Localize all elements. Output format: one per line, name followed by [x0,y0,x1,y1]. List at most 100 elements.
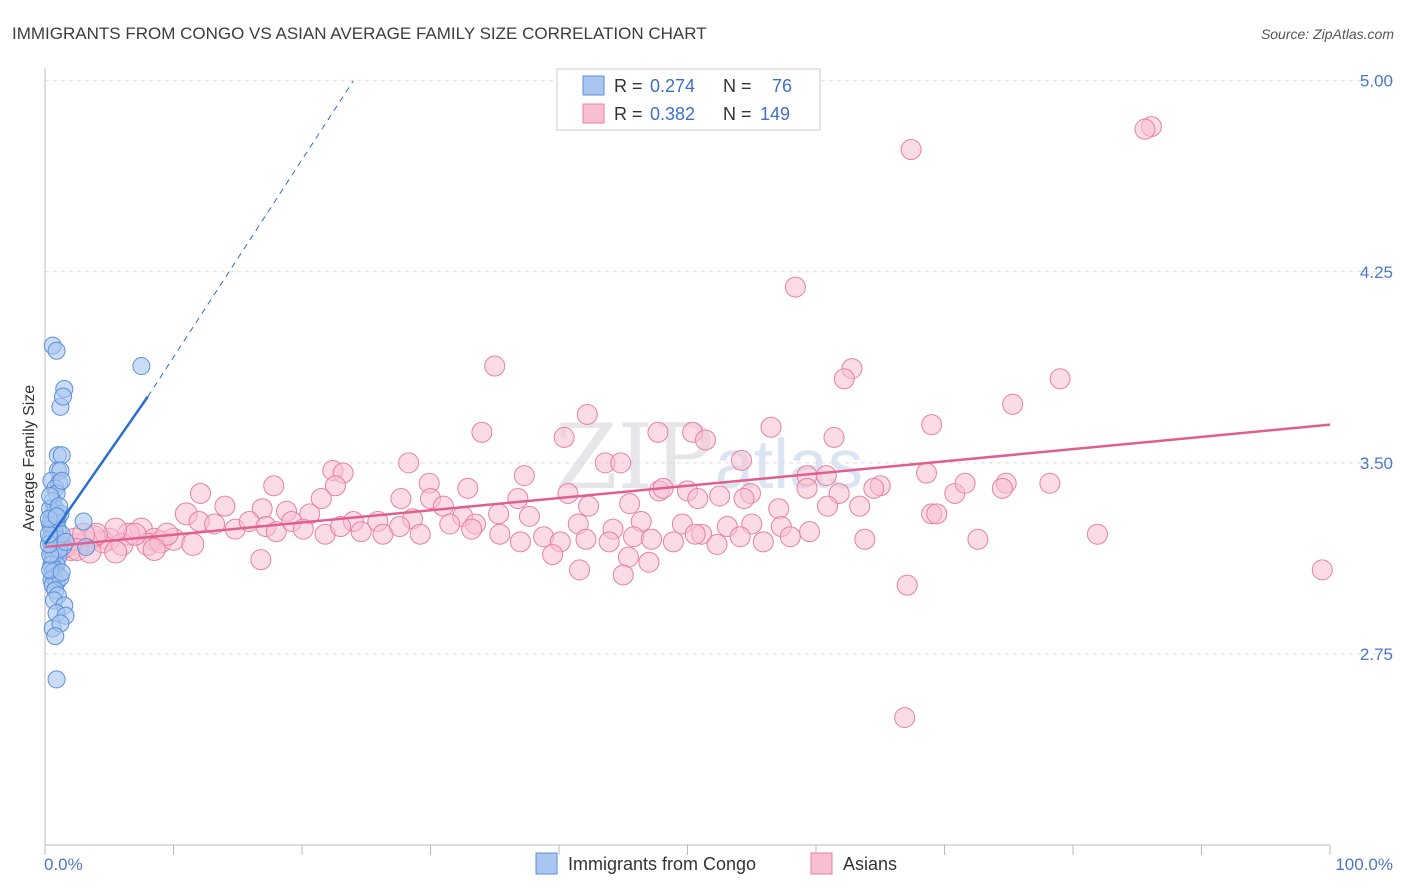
asian-point [389,516,411,538]
asian-point [1134,118,1156,140]
asian-point [896,574,918,596]
asian-point [684,523,706,545]
congo-point [132,357,151,376]
asian-point [610,452,632,474]
asian-point [849,495,871,517]
congo-trend-line [43,395,149,546]
bottom-legend-congo-label: Immigrants from Congo [568,854,756,874]
asian-point [461,518,483,540]
asian-point [617,546,639,568]
asian-point [553,426,575,448]
legend: R = 0.274 N = 76 R = 0.382 N = 149 [556,68,821,131]
asian-point [204,513,226,535]
asian-point [518,505,540,527]
asian-point [863,477,885,499]
asian-point [578,495,600,517]
asian-point [432,495,454,517]
congo-point [77,537,96,556]
asian-point [694,429,716,451]
asian-point [390,488,412,510]
asian-point [484,355,506,377]
asian-point [250,549,272,571]
asian-point [760,416,782,438]
congo-point [47,507,66,526]
asian-point [104,540,128,564]
bottom-legend: Immigrants from Congo Asians [535,852,897,875]
trend-lines [43,80,1331,549]
asian-point [330,516,352,538]
legend-congo-r-label: R = [614,76,643,96]
asian-point [641,528,663,550]
congo-points [39,336,151,689]
chart-title: IMMIGRANTS FROM CONGO VS ASIAN AVERAGE F… [12,24,707,43]
asian-trend-line [44,423,1331,549]
congo-point [53,387,72,406]
asian-point [894,707,916,729]
grid [45,80,1393,655]
asian-point [142,537,166,561]
asian-point [1311,559,1333,581]
legend-asian-n-value: 149 [760,104,790,124]
asian-point [263,475,285,497]
asian-point [796,477,818,499]
asian-point [310,488,332,510]
asian-point [779,526,801,548]
asian-point [926,503,948,525]
asian-point [1039,472,1061,494]
asian-point [214,495,236,517]
asian-point [598,531,620,553]
legend-congo-r-value: 0.274 [650,76,695,96]
asian-point [854,528,876,550]
congo-point [47,670,66,689]
asian-point [638,551,660,573]
legend-asian-swatch [582,103,605,124]
asian-point [507,488,529,510]
asian-point [542,544,564,566]
asian-point [991,477,1013,499]
y-tick-label: 4.25 [1360,263,1393,282]
y-tick-label: 3.50 [1360,454,1393,473]
congo-point [47,341,66,360]
asian-point [799,521,821,543]
asian-point [619,493,641,515]
asian-point [324,475,346,497]
legend-asian-r-label: R = [614,104,643,124]
asian-point [612,564,634,586]
y-tick-label: 5.00 [1360,72,1393,91]
asian-point [729,526,751,548]
asian-point [768,498,790,520]
legend-congo-swatch [582,75,605,96]
asian-point [439,513,461,535]
asian-point [576,403,598,425]
legend-asian-n-label: N = [723,104,752,124]
congo-point [56,532,75,551]
asian-point [900,139,922,161]
asian-point [398,452,420,474]
asian-point [292,518,314,540]
asian-point [647,421,669,443]
asian-point [623,526,645,548]
asian-point [709,485,731,507]
asian-point [509,531,531,553]
asian-point [916,462,938,484]
asian-point [1002,393,1024,415]
asian-point [817,495,839,517]
asian-point [815,465,837,487]
asian-point [921,414,943,436]
asian-points [52,116,1333,729]
asian-point [752,531,774,553]
y-tick-labels: 2.75 3.50 4.25 5.00 [1360,72,1393,664]
asian-point [350,521,372,543]
asian-point [123,522,147,546]
asian-point [662,531,684,553]
bottom-legend-asian-label: Asians [843,854,897,874]
congo-point [52,563,71,582]
asian-point [104,517,128,541]
congo-point [52,446,71,465]
asian-point [1049,368,1071,390]
congo-point [52,471,71,490]
asian-point [784,276,806,298]
y-tick-label: 2.75 [1360,645,1393,664]
asian-point [488,503,510,525]
legend-congo-n-label: N = [723,76,752,96]
